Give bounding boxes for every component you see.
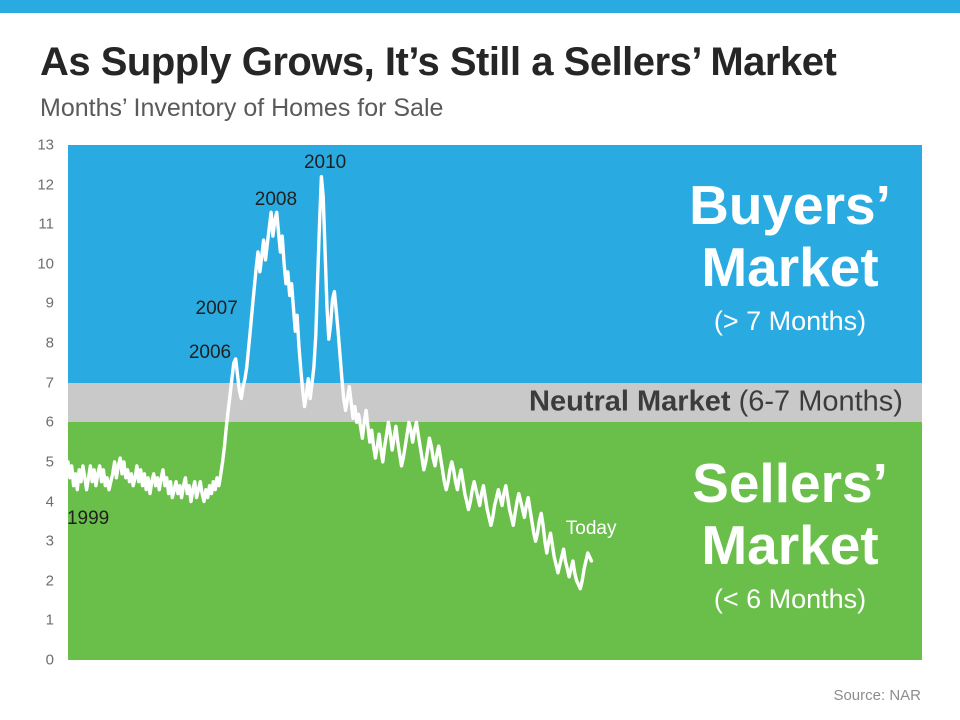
y-axis-tick-label: 3 (45, 532, 54, 550)
y-axis-tick-label: 9 (45, 294, 54, 312)
inventory-line-svg (68, 175, 594, 591)
y-axis-tick-label: 12 (37, 176, 54, 194)
y-axis-tick-label: 13 (37, 136, 54, 154)
y-axis-tick-label: 10 (37, 255, 54, 273)
sellers-market-title: Sellers’ Market (692, 452, 888, 576)
buyers-market-title: Buyers’ Market (689, 174, 891, 298)
neutral-market-title: Neutral Market (529, 385, 731, 418)
source-note: Source: NAR (833, 687, 921, 704)
y-axis-tick-label: 11 (38, 215, 54, 233)
buyers-market-line2: Market (701, 235, 879, 298)
sellers-market-sublabel: (< 6 Months) (713, 584, 867, 615)
neutral-market-label: Neutral Market (6-7 Months) (529, 386, 903, 419)
buyers-market-line1: Buyers’ (689, 174, 891, 236)
buyers-market-label: Buyers’ Market (> 7 Months) (689, 174, 891, 337)
y-axis-tick-label: 1 (45, 611, 54, 629)
sellers-market-label: Sellers’ Market (< 6 Months) (692, 452, 888, 615)
annotation-today: Today (565, 518, 617, 540)
sellers-market-line2: Market (701, 513, 879, 576)
chart-area: Buyers’ Market (> 7 Months) Neutral Mark… (66, 145, 922, 660)
neutral-market-zone (68, 382, 922, 423)
sellers-market-zone (68, 422, 922, 660)
y-axis: 0 1 2 3 4 5 6 7 8 9 10 11 12 13 (0, 137, 60, 669)
y-axis-tick-label: 4 (45, 493, 54, 511)
y-axis-tick-label: 2 (45, 572, 54, 590)
y-axis-tick-label: 7 (45, 374, 54, 392)
annotation-2008: 2008 (254, 189, 298, 211)
y-axis-tick-label: 5 (45, 453, 54, 471)
buyers-market-zone (68, 145, 922, 383)
neutral-market-sublabel: (6-7 Months) (738, 385, 903, 418)
buyers-market-sublabel: (> 7 Months) (713, 306, 867, 337)
annotation-2007: 2007 (195, 298, 238, 320)
annotation-2006: 2006 (188, 341, 232, 363)
sellers-market-line1: Sellers’ (692, 452, 888, 514)
accent-bar (0, 0, 960, 13)
y-axis-tick-label: 8 (45, 334, 54, 352)
page-title: As Supply Grows, It’s Still a Sellers’ M… (40, 40, 837, 84)
annotation-1999: 1999 (66, 508, 110, 530)
y-axis-tick-label: 0 (45, 651, 54, 669)
page-subtitle: Months’ Inventory of Homes for Sale (40, 94, 444, 122)
inventory-line (68, 175, 594, 591)
annotation-2010: 2010 (303, 151, 347, 173)
y-axis-tick-label: 6 (45, 413, 54, 431)
